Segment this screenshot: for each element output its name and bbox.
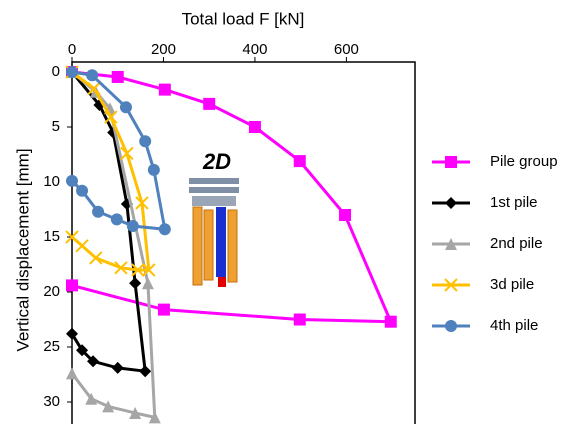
marker xyxy=(66,279,78,292)
marker xyxy=(114,261,128,275)
marker xyxy=(135,196,149,210)
y-tick-label: 15 xyxy=(43,228,60,245)
plot-frame xyxy=(71,61,416,424)
x-tick-label: 200 xyxy=(151,41,176,58)
marker xyxy=(141,277,154,290)
marker xyxy=(89,251,103,265)
marker xyxy=(248,121,261,133)
series xyxy=(66,66,171,236)
y-tick-label: 0 xyxy=(52,63,60,80)
legend-label: Pile group xyxy=(490,153,558,170)
x-tick-label: 400 xyxy=(242,41,267,58)
legend-label: 4th pile xyxy=(490,317,538,334)
x-axis-title: Total load F [kN] xyxy=(182,9,305,28)
legend-label: 3d pile xyxy=(490,276,534,293)
marker xyxy=(139,135,152,148)
y-axis-title: Vertical displacement [mm] xyxy=(13,148,32,351)
marker xyxy=(339,209,352,221)
marker xyxy=(102,400,115,413)
marker xyxy=(87,81,101,96)
y-tick-label: 25 xyxy=(43,338,60,355)
series xyxy=(65,65,156,277)
marker xyxy=(111,361,124,374)
marker xyxy=(85,392,98,405)
marker xyxy=(203,97,216,110)
marker xyxy=(445,238,457,250)
marker xyxy=(66,367,78,380)
marker xyxy=(445,156,457,168)
marker xyxy=(444,278,458,292)
marker xyxy=(119,101,132,114)
y-tick-label: 5 xyxy=(52,118,60,135)
marker xyxy=(120,198,133,210)
marker xyxy=(142,263,156,277)
marker xyxy=(158,83,171,96)
marker xyxy=(92,205,105,218)
marker xyxy=(66,174,78,187)
marker xyxy=(157,303,170,316)
marker xyxy=(104,110,118,124)
y-tick-label: 20 xyxy=(43,283,60,300)
pile-icon xyxy=(189,178,239,287)
marker xyxy=(131,263,145,277)
marker xyxy=(293,155,306,168)
x-tick-label: 600 xyxy=(334,41,359,58)
marker xyxy=(110,213,123,226)
marker xyxy=(158,223,171,236)
marker xyxy=(76,344,89,357)
marker xyxy=(66,66,78,78)
y-tick-label: 10 xyxy=(43,173,60,190)
marker xyxy=(129,277,142,290)
marker xyxy=(66,327,78,340)
series-line xyxy=(70,71,147,373)
annotation: 2D xyxy=(202,149,231,174)
marker xyxy=(147,163,160,176)
marker xyxy=(86,69,99,82)
marker xyxy=(65,230,79,244)
marker xyxy=(139,365,152,378)
legend-label: 1st pile xyxy=(490,194,538,211)
marker xyxy=(445,320,457,332)
marker xyxy=(148,411,161,424)
marker xyxy=(384,315,397,328)
y-tick-label: 30 xyxy=(43,393,60,410)
marker xyxy=(120,146,134,161)
marker xyxy=(76,184,89,197)
marker xyxy=(111,70,124,83)
marker xyxy=(293,313,306,326)
marker xyxy=(129,407,142,419)
legend-label: 2nd pile xyxy=(490,235,543,252)
marker xyxy=(126,220,139,232)
marker xyxy=(87,355,100,368)
marker xyxy=(445,197,457,209)
x-tick-label: 0 xyxy=(68,41,76,58)
